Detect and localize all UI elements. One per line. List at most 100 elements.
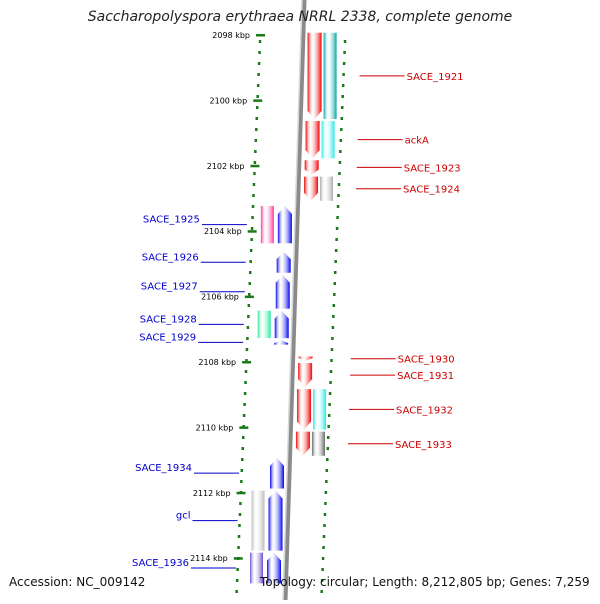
track-dot-left [250, 227, 254, 230]
forward-gene-arrow [304, 160, 319, 175]
track-dot-right [341, 95, 344, 98]
track-dot-right [320, 590, 323, 593]
track-dot-right [334, 260, 337, 263]
track-dot-left [257, 73, 260, 76]
track-dot-left [249, 249, 253, 252]
track-dot-left [243, 403, 246, 406]
track-dot-right [321, 557, 325, 560]
track-dot-left [240, 469, 244, 472]
reverse-gene-arrow [267, 552, 282, 584]
backbone-highlight [282, 0, 303, 601]
track-dot-right [334, 249, 338, 252]
track-dot-right [322, 535, 326, 538]
tick-mark [233, 557, 243, 560]
track-dot-left [250, 238, 253, 241]
tick-mark [242, 361, 252, 364]
tick-label: 2110 kbp [196, 423, 234, 432]
forward-gene-label: SACE_1931 [397, 371, 454, 382]
forward-gene-label: ackA [405, 136, 429, 147]
cog-category-block [313, 389, 327, 430]
track-dot-right [331, 337, 334, 340]
track-dot-left [254, 139, 258, 142]
track-dot-right [324, 491, 328, 494]
track-dot-left [255, 117, 259, 120]
track-dot-left [237, 546, 240, 549]
track-dot-right [332, 304, 336, 307]
track-dot-right [329, 370, 333, 373]
tick-mark [250, 164, 260, 168]
track-dot-left [247, 315, 250, 318]
track-dot-left [256, 84, 260, 87]
track-dot-right [337, 194, 340, 197]
tick-label: 2098 kbp [212, 31, 250, 40]
reverse-gene-arrow [277, 206, 292, 244]
track-dot-right [335, 238, 338, 241]
track-dot-right [333, 282, 337, 285]
track-dot-right [326, 436, 330, 439]
track-dot-right [333, 293, 336, 296]
forward-gene-arrow [307, 32, 322, 120]
tick-mark [256, 34, 265, 37]
track-dot-left [245, 348, 249, 351]
track-dot-right [336, 205, 340, 208]
forward-gene-label: SACE_1932 [396, 405, 453, 416]
track-dot-left [252, 183, 256, 186]
track-dot-left [251, 216, 254, 219]
genome-backbone [282, 0, 307, 601]
tick-mark [239, 426, 249, 429]
track-dot-left [249, 260, 252, 263]
forward-gene-arrow [298, 356, 313, 361]
track-dot-right [324, 502, 327, 505]
track-dot-right [337, 183, 341, 186]
track-dot-right [336, 216, 339, 219]
track-dot-right [335, 227, 339, 230]
cog-category-block [320, 176, 334, 201]
track-dot-left [258, 51, 261, 54]
track-dot-right [325, 469, 329, 472]
track-dot-left [238, 513, 242, 516]
track-dot-left [242, 414, 246, 417]
cog-category-block [260, 206, 274, 244]
forward-gene-label: SACE_1933 [395, 440, 452, 451]
cog-category-block [321, 121, 335, 159]
track-dot-right [330, 359, 333, 362]
cog-category-block [311, 431, 325, 456]
forward-gene-arrow [304, 176, 319, 201]
tick-mark [236, 491, 246, 495]
track-dot-right [329, 381, 332, 384]
forward-gene-label: SACE_1930 [398, 355, 455, 366]
forward-gene-arrow [305, 121, 320, 159]
tick-mark [247, 230, 257, 233]
track-dot-left [237, 535, 241, 538]
forward-gene-arrow [297, 389, 312, 430]
reverse-gene-arrow [276, 251, 291, 273]
reverse-gene-label: SACE_1929 [139, 332, 196, 343]
track-dot-left [241, 458, 244, 461]
forward-gene-label: SACE_1921 [407, 72, 464, 83]
track-dot-right [326, 458, 329, 461]
track-dot-right [338, 161, 342, 164]
track-dot-left [257, 62, 261, 65]
track-dot-right [340, 117, 344, 120]
cog-category-block [251, 490, 265, 551]
track-dot-right [342, 73, 345, 76]
track-dot-right [332, 315, 335, 318]
track-dot-left [243, 392, 247, 395]
track-dot-left [235, 579, 239, 582]
forward-gene-arrow [295, 431, 310, 456]
reverse-gene-arrow [275, 274, 290, 309]
genome-summary-text: Topology: circular; Length: 8,212,805 bp… [260, 575, 590, 589]
reverse-gene-arrow [274, 340, 289, 345]
cog-category-block [250, 552, 264, 584]
track-dot-left [251, 205, 255, 208]
track-dot-right [327, 425, 330, 428]
tick-label: 2102 kbp [207, 162, 245, 171]
track-dot-right [331, 326, 335, 329]
track-dot-right [328, 403, 331, 406]
map-title: Saccharopolyspora erythraea NRRL 2338, c… [87, 9, 513, 25]
tick-label: 2108 kbp [198, 358, 236, 367]
track-dot-left [238, 524, 241, 527]
track-dot-left [239, 502, 242, 505]
track-dot-left [245, 359, 248, 362]
